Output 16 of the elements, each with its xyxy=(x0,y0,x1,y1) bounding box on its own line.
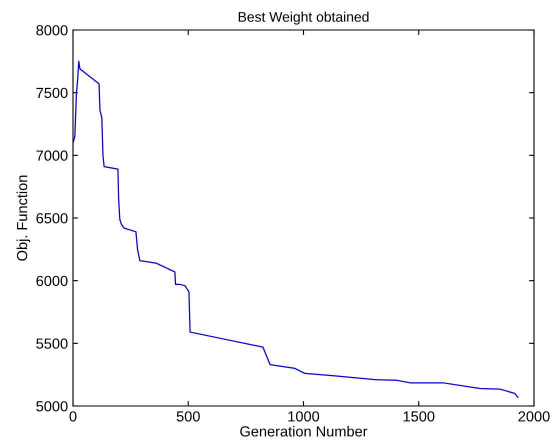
y-tick-label: 7000 xyxy=(36,150,68,161)
y-tick-label: 7500 xyxy=(36,88,68,98)
y-tick-label: 6000 xyxy=(36,276,68,286)
y-axis-title: Obj. Function xyxy=(16,176,30,261)
x-axis-title: Generation Number xyxy=(240,426,368,437)
x-tick-label: 500 xyxy=(176,411,200,422)
line-series xyxy=(73,60,518,398)
x-tick-label: 0 xyxy=(70,411,76,422)
x-tick-label: 2000 xyxy=(518,411,550,422)
y-tick-label: 5000 xyxy=(36,401,68,412)
x-tick-label: 1000 xyxy=(288,411,320,422)
y-tick-label: 8000 xyxy=(36,25,68,36)
y-tick-label: 6500 xyxy=(36,213,68,224)
y-tick-label: 5500 xyxy=(36,338,68,349)
x-tick-label: 1500 xyxy=(404,411,434,422)
chart-title: Best Weight obtained xyxy=(238,12,368,25)
